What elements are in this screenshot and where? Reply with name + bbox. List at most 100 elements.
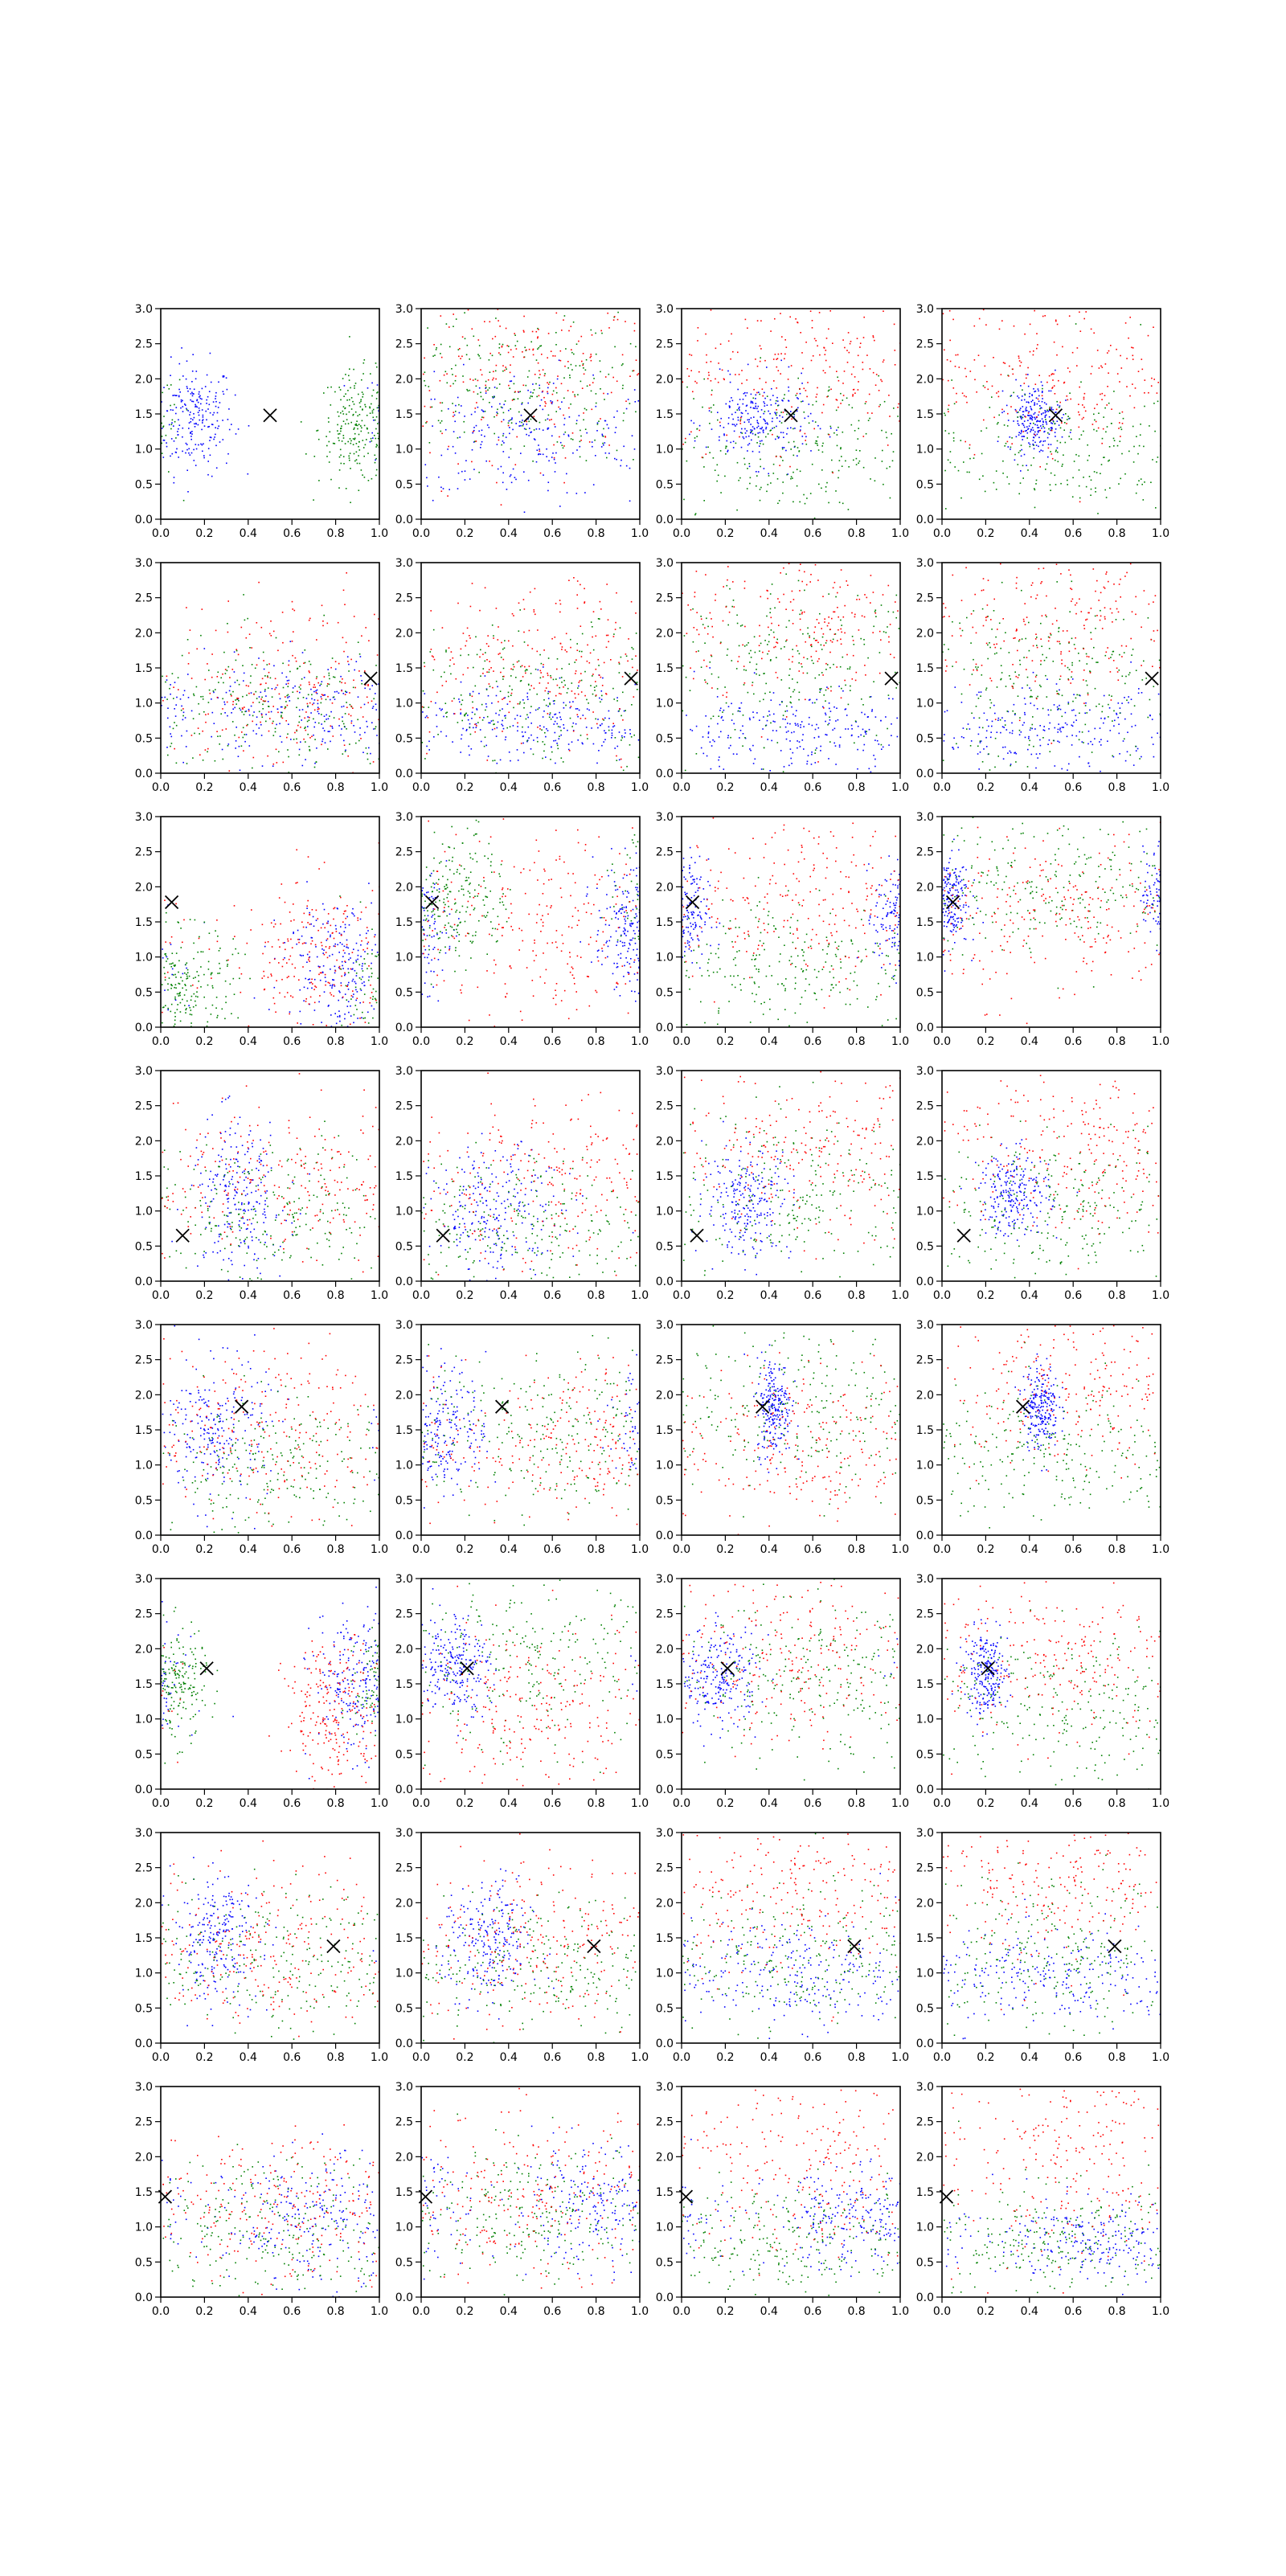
point: [746, 379, 747, 381]
point: [477, 407, 479, 408]
point: [710, 612, 711, 614]
point: [809, 581, 811, 583]
point: [199, 714, 200, 715]
point: [256, 691, 257, 693]
point: [433, 344, 435, 346]
point: [810, 413, 812, 415]
point: [375, 428, 377, 430]
point: [367, 726, 368, 727]
point: [305, 730, 307, 731]
point: [959, 367, 960, 368]
point: [1138, 688, 1140, 690]
point: [747, 420, 749, 421]
point: [698, 327, 699, 329]
point: [1039, 441, 1041, 443]
point: [455, 375, 457, 377]
x-tick-label: 0.0: [673, 781, 690, 794]
points-group: [161, 572, 380, 774]
point: [497, 409, 498, 411]
point: [739, 409, 740, 411]
point: [740, 417, 742, 419]
point: [527, 390, 529, 391]
point: [792, 661, 793, 663]
point: [173, 425, 174, 427]
point: [816, 396, 817, 398]
point: [1030, 444, 1031, 445]
point: [472, 712, 473, 714]
point: [259, 702, 260, 703]
point: [893, 451, 895, 453]
point: [232, 708, 234, 710]
point: [223, 759, 224, 760]
point: [580, 430, 581, 432]
point: [953, 440, 955, 442]
point: [238, 428, 240, 430]
point: [500, 672, 502, 674]
point: [748, 653, 750, 654]
x-tick-label: 0.2: [195, 527, 213, 540]
point: [709, 667, 711, 669]
point: [367, 702, 369, 704]
point: [430, 407, 432, 408]
point: [188, 453, 190, 454]
point: [215, 434, 216, 436]
point: [596, 669, 597, 670]
point: [1037, 424, 1038, 426]
point: [805, 418, 806, 420]
point: [830, 428, 832, 429]
point: [222, 674, 223, 675]
point: [1068, 703, 1070, 705]
point: [1020, 416, 1022, 417]
point: [568, 579, 570, 581]
point: [1022, 389, 1023, 391]
point: [501, 466, 502, 468]
point: [317, 703, 319, 705]
point: [317, 706, 319, 708]
point: [1153, 756, 1155, 758]
point: [730, 358, 731, 360]
point: [788, 391, 790, 392]
point: [997, 422, 999, 424]
point: [1009, 652, 1010, 653]
point: [327, 683, 329, 685]
point: [875, 609, 877, 611]
point: [744, 588, 746, 589]
point: [1079, 502, 1081, 503]
point: [830, 690, 832, 692]
point: [1018, 434, 1020, 436]
point: [537, 709, 539, 711]
point: [760, 701, 761, 702]
point: [1054, 704, 1055, 706]
point: [350, 659, 352, 661]
point: [810, 310, 812, 312]
point: [587, 734, 588, 735]
point: [596, 430, 598, 432]
point: [508, 692, 510, 694]
point: [512, 669, 514, 670]
point: [776, 415, 777, 416]
point: [1103, 428, 1104, 430]
point: [555, 714, 557, 715]
point: [288, 756, 289, 758]
point: [496, 482, 498, 484]
point: [489, 353, 491, 354]
point: [1077, 347, 1079, 349]
point: [468, 719, 469, 721]
point: [788, 387, 789, 388]
point: [571, 326, 572, 327]
point: [755, 652, 756, 653]
point: [349, 457, 350, 459]
point: [498, 352, 500, 354]
point: [747, 488, 748, 489]
point: [498, 701, 499, 702]
point: [1040, 425, 1042, 427]
point: [199, 395, 201, 397]
point: [550, 712, 551, 714]
point: [828, 688, 829, 690]
point: [537, 449, 539, 451]
point: [1010, 436, 1011, 438]
point: [622, 354, 624, 356]
point: [557, 685, 559, 686]
point: [195, 444, 197, 445]
point: [1067, 395, 1068, 397]
